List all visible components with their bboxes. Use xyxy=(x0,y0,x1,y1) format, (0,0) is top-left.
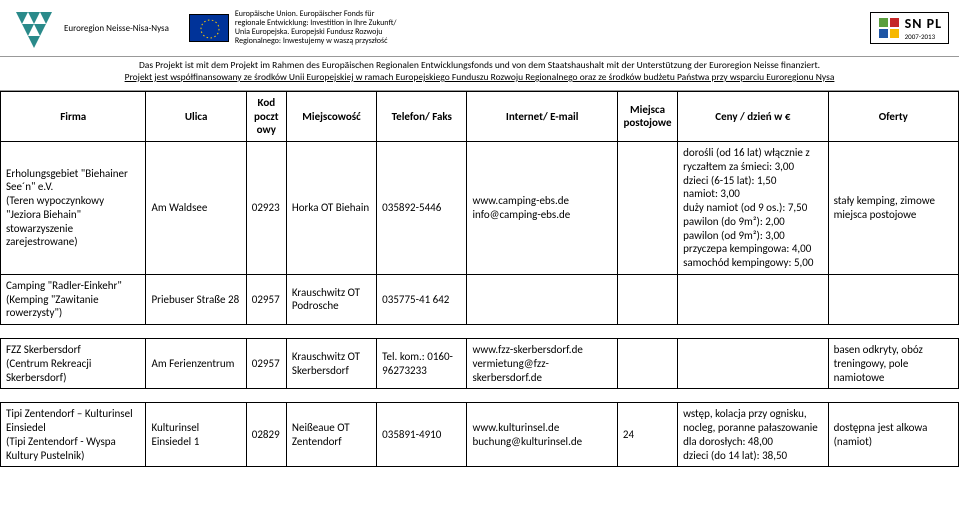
cell-kod: 02957 xyxy=(246,274,286,324)
snpl-logo: SN PL 2007-2013 xyxy=(870,12,949,44)
project-note: Das Projekt ist mit dem Projekt im Rahme… xyxy=(0,57,959,91)
cell-inet: www.fzz-skerbersdorf.de vermietung@fzz-s… xyxy=(467,339,617,389)
cell-firma: Erholungsgebiet "Biehainer See´n" e.V. (… xyxy=(1,142,146,275)
eu-text: Europäische Union. Europäischer Fonds fü… xyxy=(235,10,397,47)
col-kod: Kod poczt owy xyxy=(246,91,286,141)
listings-table: Firma Ulica Kod poczt owy Miejscowość Te… xyxy=(0,91,959,468)
col-miejp: Miejsca postojowe xyxy=(617,91,677,141)
col-miejsc: Miejscowość xyxy=(286,91,376,141)
cell-tel: 035891-4910 xyxy=(377,403,467,467)
eu-logo-block: Europäische Union. Europäischer Fonds fü… xyxy=(189,10,397,47)
cell-firma: Camping "Radler-Einkehr" (Kemping "Zawit… xyxy=(1,274,146,324)
cell-miejsc: Krauschwitz OT Skerbersdorf xyxy=(286,339,376,389)
cell-oferty: stały kemping, zimowe miejsca postojowe xyxy=(828,142,958,275)
cell-firma: FZZ Skerbersdorf (Centrum Rekreacji Sker… xyxy=(1,339,146,389)
euroregion-label: Euroregion Neisse-Nisa-Nysa xyxy=(64,23,169,34)
cell-oferty: dostępna jest alkowa (namiot) xyxy=(828,403,958,467)
table-row: Camping "Radler-Einkehr" (Kemping "Zawit… xyxy=(1,274,959,324)
cell-miejp xyxy=(617,274,677,324)
cell-tel: 035892-5446 xyxy=(377,142,467,275)
cell-ceny: wstęp, kolacja przy ognisku, nocleg, por… xyxy=(678,403,828,467)
cell-ceny xyxy=(678,339,828,389)
cell-firma: Tipi Zentendorf – Kulturinsel Einsiedel … xyxy=(1,403,146,467)
euroregion-logo: Euroregion Neisse-Nisa-Nysa xyxy=(10,4,169,52)
euroregion-icon xyxy=(10,4,58,52)
spacer-row xyxy=(1,325,959,339)
col-ulica: Ulica xyxy=(146,91,246,141)
cell-tel: Tel. kom.: 0160-96273233 xyxy=(377,339,467,389)
cell-kod: 02923 xyxy=(246,142,286,275)
note-line-2: Projekt jest współfinansowany ze środków… xyxy=(8,72,951,84)
cell-miejsc: Neißeaue OT Zentendorf xyxy=(286,403,376,467)
cell-ulica: Am Ferienzentrum xyxy=(146,339,246,389)
logo-header: Euroregion Neisse-Nisa-Nysa Europäische … xyxy=(0,0,959,57)
col-tel: Telefon/ Faks xyxy=(377,91,467,141)
cell-inet: www.camping-ebs.de info@camping-ebs.de xyxy=(467,142,617,275)
cell-miejsc: Krauschwitz OT Podrosche xyxy=(286,274,376,324)
cell-miejp: 24 xyxy=(617,403,677,467)
table-row: Tipi Zentendorf – Kulturinsel Einsiedel … xyxy=(1,403,959,467)
col-ceny: Ceny / dzień w € xyxy=(678,91,828,141)
table-row: FZZ Skerbersdorf (Centrum Rekreacji Sker… xyxy=(1,339,959,389)
cell-oferty xyxy=(828,274,958,324)
cell-ceny xyxy=(678,274,828,324)
cell-miejp xyxy=(617,142,677,275)
cell-miejsc: Horka OT Biehain xyxy=(286,142,376,275)
table-header-row: Firma Ulica Kod poczt owy Miejscowość Te… xyxy=(1,91,959,141)
spacer-row xyxy=(1,389,959,403)
cell-oferty: basen odkryty, obóz treningowy, pole nam… xyxy=(828,339,958,389)
cell-tel: 035775-41 642 xyxy=(377,274,467,324)
cell-inet: www.kulturinsel.de buchung@kulturinsel.d… xyxy=(467,403,617,467)
col-inet: Internet/ E-mail xyxy=(467,91,617,141)
cell-miejp xyxy=(617,339,677,389)
cell-kod: 02829 xyxy=(246,403,286,467)
col-oferty: Oferty xyxy=(828,91,958,141)
cell-kod: 02957 xyxy=(246,339,286,389)
cell-ulica: Priebuser Straße 28 xyxy=(146,274,246,324)
col-firma: Firma xyxy=(1,91,146,141)
cell-ulica: Am Waldsee xyxy=(146,142,246,275)
table-row: Erholungsgebiet "Biehainer See´n" e.V. (… xyxy=(1,142,959,275)
eu-flag-icon xyxy=(189,14,229,42)
snpl-years: 2007-2013 xyxy=(905,32,942,41)
cell-inet xyxy=(467,274,617,324)
snpl-label: SN PL xyxy=(905,15,942,32)
cell-ceny: dorośli (od 16 lat) włącznie z ryczałtem… xyxy=(678,142,828,275)
table-body: Erholungsgebiet "Biehainer See´n" e.V. (… xyxy=(1,142,959,467)
cell-ulica: Kulturinsel Einsiedel 1 xyxy=(146,403,246,467)
snpl-icon xyxy=(877,16,901,40)
